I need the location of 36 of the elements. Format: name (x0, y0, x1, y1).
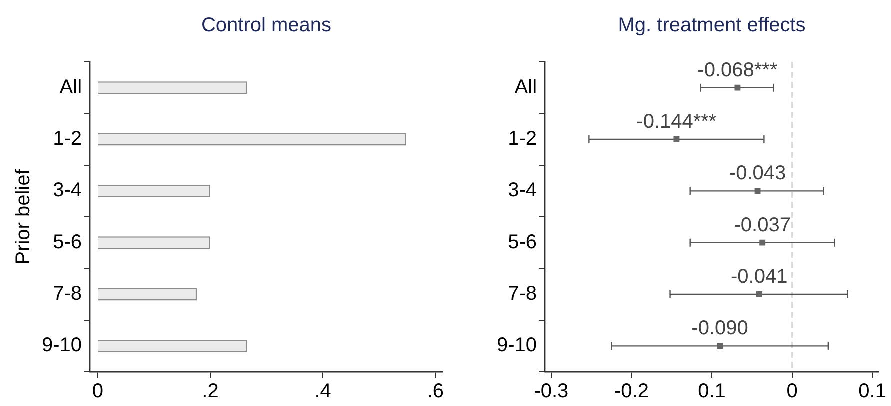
y-tick-label: 3-4 (508, 180, 538, 202)
y-tick-label: 9-10 (42, 334, 82, 357)
y-tick-label: 1-2 (53, 128, 82, 150)
y-tick-label: All (514, 76, 538, 98)
x-tick-label: -0.3 (534, 380, 569, 403)
x-tick-label: .2 (202, 380, 219, 403)
data-label: -0.043 (729, 162, 786, 185)
y-tick-label: 5-6 (508, 231, 538, 254)
y-tick-label: 5-6 (53, 231, 82, 254)
data-label: -0.037 (734, 214, 791, 236)
x-tick-label: 0 (786, 380, 798, 403)
x-tick-label: .6 (427, 380, 444, 403)
y-tick-label: 1-2 (508, 128, 538, 150)
point (734, 84, 741, 91)
chart-title: Control means (201, 14, 332, 37)
data-label: -0.144*** (636, 111, 717, 134)
point (760, 240, 766, 246)
y-tick-label: 7-8 (53, 283, 82, 306)
y-tick-label: 7-8 (508, 283, 538, 306)
y-tick-label: 3-4 (53, 180, 82, 202)
data-label: -0.041 (731, 266, 788, 288)
data-label: -0.068*** (698, 59, 778, 82)
x-tick-label: .4 (314, 380, 332, 403)
x-tick-label: 0.1 (858, 380, 886, 403)
y-axis-title: Prior belief (12, 168, 35, 265)
y-tick-label: 9-10 (497, 334, 538, 357)
x-tick-label: -0.2 (614, 380, 649, 403)
point (754, 188, 761, 194)
point (717, 343, 724, 350)
y-tick-label: All (60, 76, 82, 98)
data-label: -0.090 (692, 318, 748, 340)
point (674, 136, 680, 142)
point (756, 292, 762, 298)
x-tick-label: 0.1 (698, 380, 726, 403)
chart-title: Mg. treatment effects (618, 14, 806, 37)
x-tick-label: 0 (92, 380, 104, 403)
